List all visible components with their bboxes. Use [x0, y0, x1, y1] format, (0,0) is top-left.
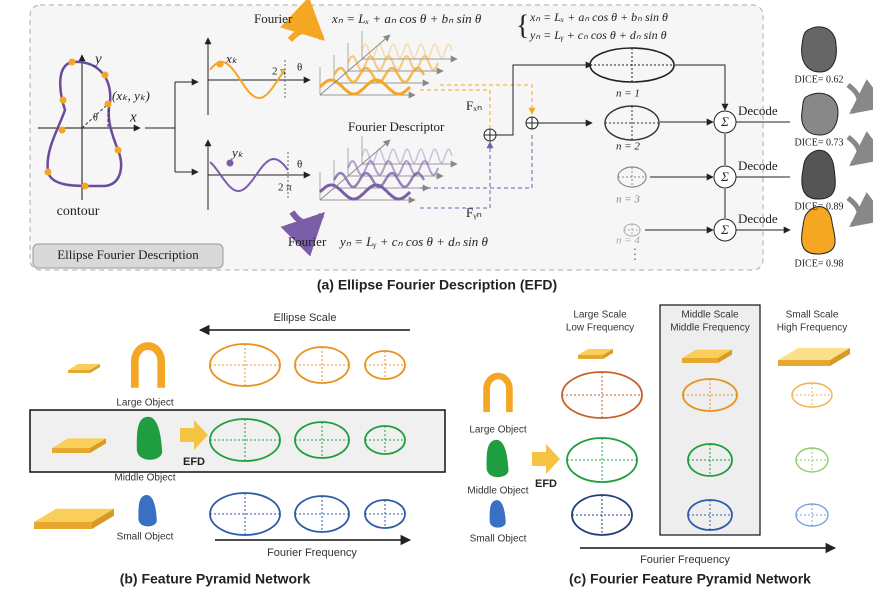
order-label: n = 3: [616, 194, 640, 206]
object-label: Small Object: [470, 534, 527, 545]
fourier-label: Fourier: [254, 11, 293, 26]
decode: Decode: [738, 158, 778, 173]
theta: θ: [297, 62, 302, 74]
yk-label: yₖ: [230, 145, 244, 160]
decode: Decode: [738, 103, 778, 118]
feature-map: [778, 360, 830, 366]
fourier-label: Fourier: [288, 234, 327, 249]
feature-map: [52, 448, 90, 453]
contour-label: contour: [57, 204, 100, 219]
order-label: n = 2: [616, 141, 640, 153]
formula: yₙ = Lᵧ + cₙ cos θ + dₙ sin θ: [338, 234, 489, 249]
figure: Ellipse Fourier Description y x (xₖ, yₖ)…: [0, 0, 873, 597]
brace: {: [516, 10, 529, 41]
arrow-label: Fourier Frequency: [267, 547, 357, 559]
theta: θ: [297, 159, 302, 171]
arrow-label: Fourier Frequency: [640, 554, 730, 566]
dice: DICE= 0.89: [795, 201, 844, 212]
column-header: Middle Frequency: [670, 323, 749, 334]
feature-maps: [34, 344, 405, 535]
axis-label: y: [93, 51, 102, 67]
f-label: Fₓₙ: [466, 98, 482, 113]
svg-text:Σ: Σ: [720, 169, 729, 184]
f-label: Fᵧₙ: [466, 205, 482, 221]
sigma-nodes: Σ Σ Σ: [714, 111, 736, 241]
badge-text: Ellipse Fourier Description: [57, 247, 199, 262]
feature-map: [68, 370, 90, 373]
caption: (b) Feature Pyramid Network: [120, 571, 311, 587]
angle-label: θ: [93, 112, 98, 123]
column-header: Middle Scale: [681, 310, 739, 321]
descriptor-label: Fourier Descriptor: [348, 119, 445, 134]
decode: Decode: [738, 211, 778, 226]
column-header: Small Scale: [786, 310, 839, 321]
object-label: Large Object: [116, 398, 173, 409]
column-header: Low Frequency: [566, 323, 634, 334]
object: [490, 500, 506, 527]
object-label: Small Object: [117, 532, 174, 543]
caption: (c) Fourier Feature Pyramid Network: [569, 571, 811, 587]
caption: (a) Ellipse Fourier Description (EFD): [317, 277, 557, 293]
efd-label: EFD: [183, 456, 205, 468]
efd-arrow: [532, 444, 560, 474]
order-label: n = 1: [616, 88, 640, 100]
object-label: Middle Object: [114, 473, 175, 484]
column-header: High Frequency: [777, 323, 848, 334]
object: [487, 376, 510, 412]
formula: yₙ = Lᵧ + cₙ cos θ + dₙ sin θ: [529, 28, 667, 42]
arrow-label: Ellipse Scale: [274, 312, 337, 324]
dice: DICE= 0.73: [795, 137, 844, 148]
efd-label: EFD: [535, 478, 557, 490]
dice: DICE= 0.98: [795, 258, 844, 269]
object: [487, 440, 509, 477]
svg-text:Σ: Σ: [720, 222, 729, 237]
feature-map: [578, 355, 603, 359]
object: [135, 346, 161, 388]
object-label: Middle Object: [467, 486, 528, 497]
dots: ⋮: [628, 246, 642, 262]
column-header: Large Scale: [573, 310, 627, 321]
dice: DICE= 0.62: [795, 74, 844, 85]
point-label: (xₖ, yₖ): [112, 88, 150, 103]
improve-arrows: [848, 85, 859, 225]
object: [138, 495, 156, 526]
two-pi: 2 π: [278, 182, 292, 194]
feature-map: [682, 358, 718, 363]
feature-map: [34, 522, 92, 529]
axis-label: x: [129, 109, 137, 125]
svg-text:Σ: Σ: [720, 114, 729, 129]
formula: xₙ = Lₓ + aₙ cos θ + bₙ sin θ: [529, 10, 668, 24]
object-label: Large Object: [469, 425, 526, 436]
formula: xₙ = Lₓ + aₙ cos θ + bₙ sin θ: [331, 11, 482, 26]
